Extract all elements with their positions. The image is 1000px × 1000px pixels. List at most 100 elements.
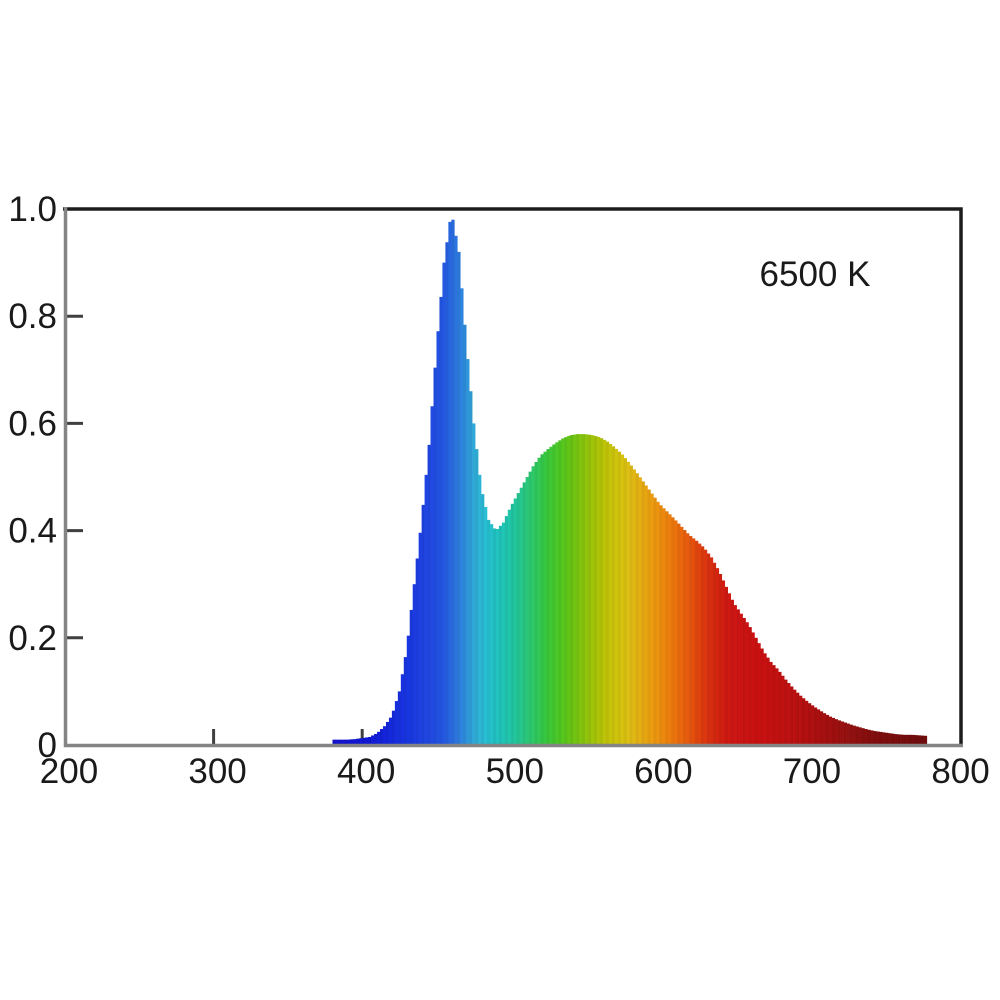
spectrum-bar (653, 497, 657, 747)
spectrum-fill-area (332, 219, 928, 747)
spectrum-bar (469, 391, 473, 747)
spectrum-bar (700, 546, 705, 747)
y-tick-label: 0.4 (8, 512, 57, 551)
spectrum-bar (531, 466, 535, 747)
spectrum-bar (656, 501, 660, 747)
spectrum-bar (347, 739, 351, 747)
spectrum-bar (436, 331, 440, 747)
spectrum-bar (463, 324, 467, 747)
spectrum-bar (697, 543, 702, 747)
spectrum-bar (332, 739, 336, 747)
spectrum-bar (338, 739, 342, 747)
x-tick-label: 800 (931, 752, 989, 791)
spectrum-bar (733, 605, 737, 747)
spectrum-bar (611, 446, 616, 747)
spectrum-bar (475, 449, 479, 747)
spectrum-bar (778, 671, 782, 747)
axes-frame (63, 207, 963, 748)
y-tick-label: 0.2 (8, 619, 57, 658)
spectrum-bar (683, 530, 687, 747)
spectrum-bar (754, 637, 758, 747)
spectrum-bar (442, 262, 446, 747)
spectrum-bar (585, 434, 589, 747)
spectrum-bar (445, 242, 449, 747)
spectrum-bar (831, 717, 835, 747)
spectrum-bar (561, 438, 565, 747)
spectrum-bar (454, 235, 458, 747)
spectrum-bar (596, 436, 601, 747)
spectrum-bar (718, 574, 723, 747)
spectrum-bar (885, 732, 889, 747)
spectrum-bar (602, 439, 607, 747)
spectrum-bar (344, 739, 348, 747)
spectrum-bar (549, 446, 553, 747)
spectrum-bar (579, 434, 583, 747)
spectrum-bar (546, 449, 550, 747)
spectrum-bar (400, 674, 405, 747)
spectrum-bar (906, 734, 910, 747)
spectrum-bar (570, 434, 574, 747)
spectrum-bar (359, 738, 363, 747)
spectrum-bar (537, 457, 541, 747)
spectrum-bar (409, 609, 414, 747)
spectrum-bar (605, 441, 610, 747)
spectrum-bar (650, 493, 654, 747)
spectrum-bar (629, 465, 633, 747)
spectrum-bar (528, 471, 532, 747)
spectrum-bar (864, 729, 868, 747)
spectrum-bar (543, 451, 547, 747)
spectrum-bar (706, 553, 711, 747)
spectrum-bar (888, 733, 892, 747)
spectrum-bar (659, 505, 663, 747)
spectrum-bar (825, 714, 830, 747)
spectrum-bar (412, 584, 416, 747)
spectrum-bar (911, 734, 916, 747)
spectrum-bar (403, 657, 408, 747)
spectrum-bar (486, 519, 491, 747)
spectrum-bar (573, 434, 577, 747)
spectrum-bar (504, 516, 509, 747)
spectrum-bar (674, 520, 678, 747)
spectrum-bar (552, 444, 556, 747)
y-axis-labels: 0 0.2 0.4 0.6 0.8 1.0 (8, 190, 57, 765)
spectrum-bar (804, 700, 809, 747)
x-tick-label: 500 (486, 752, 544, 791)
spectrum-bar (867, 729, 871, 747)
spectrum-bar (671, 517, 675, 747)
spectrum-bar (350, 739, 354, 747)
spectrum-bar (763, 653, 767, 747)
spectrum-bar (626, 461, 630, 747)
spectrum-bar (593, 436, 598, 747)
spectrum-bar (519, 487, 523, 747)
spectrum-bar (472, 423, 476, 747)
spectrum-bar (424, 474, 428, 747)
spectrum-bar (356, 738, 360, 747)
spectrum-bar (495, 528, 500, 747)
spectrum-bar (828, 716, 833, 747)
spectrum-bar (730, 599, 734, 747)
spectrum-bar (365, 737, 369, 747)
color-temperature-label: 6500 K (760, 255, 871, 294)
spectrum-bar (341, 739, 345, 747)
spectrum-bar (635, 473, 639, 747)
spectrum-bar (680, 526, 684, 747)
spectrum-bar (516, 493, 520, 747)
spectrum-bar (540, 454, 544, 747)
spectrum-bar (460, 288, 464, 747)
spectrum-bar (855, 726, 859, 747)
spectrum-bar (891, 733, 895, 747)
spectrum-bar (665, 511, 669, 747)
spectrum-bar (377, 731, 381, 747)
spectrum-bar (478, 474, 482, 747)
spectrum-bar (501, 522, 506, 747)
y-tick-label: 0 (38, 726, 57, 765)
spectrum-bar (796, 692, 800, 747)
spectrum-bar (784, 679, 788, 747)
spectrum-bar (686, 533, 690, 747)
spectrum-bar (388, 717, 393, 747)
spectrum-bar (852, 725, 856, 747)
x-tick-label: 400 (337, 752, 395, 791)
spectrum-bar (457, 251, 461, 747)
spectrum-bar (689, 536, 693, 747)
